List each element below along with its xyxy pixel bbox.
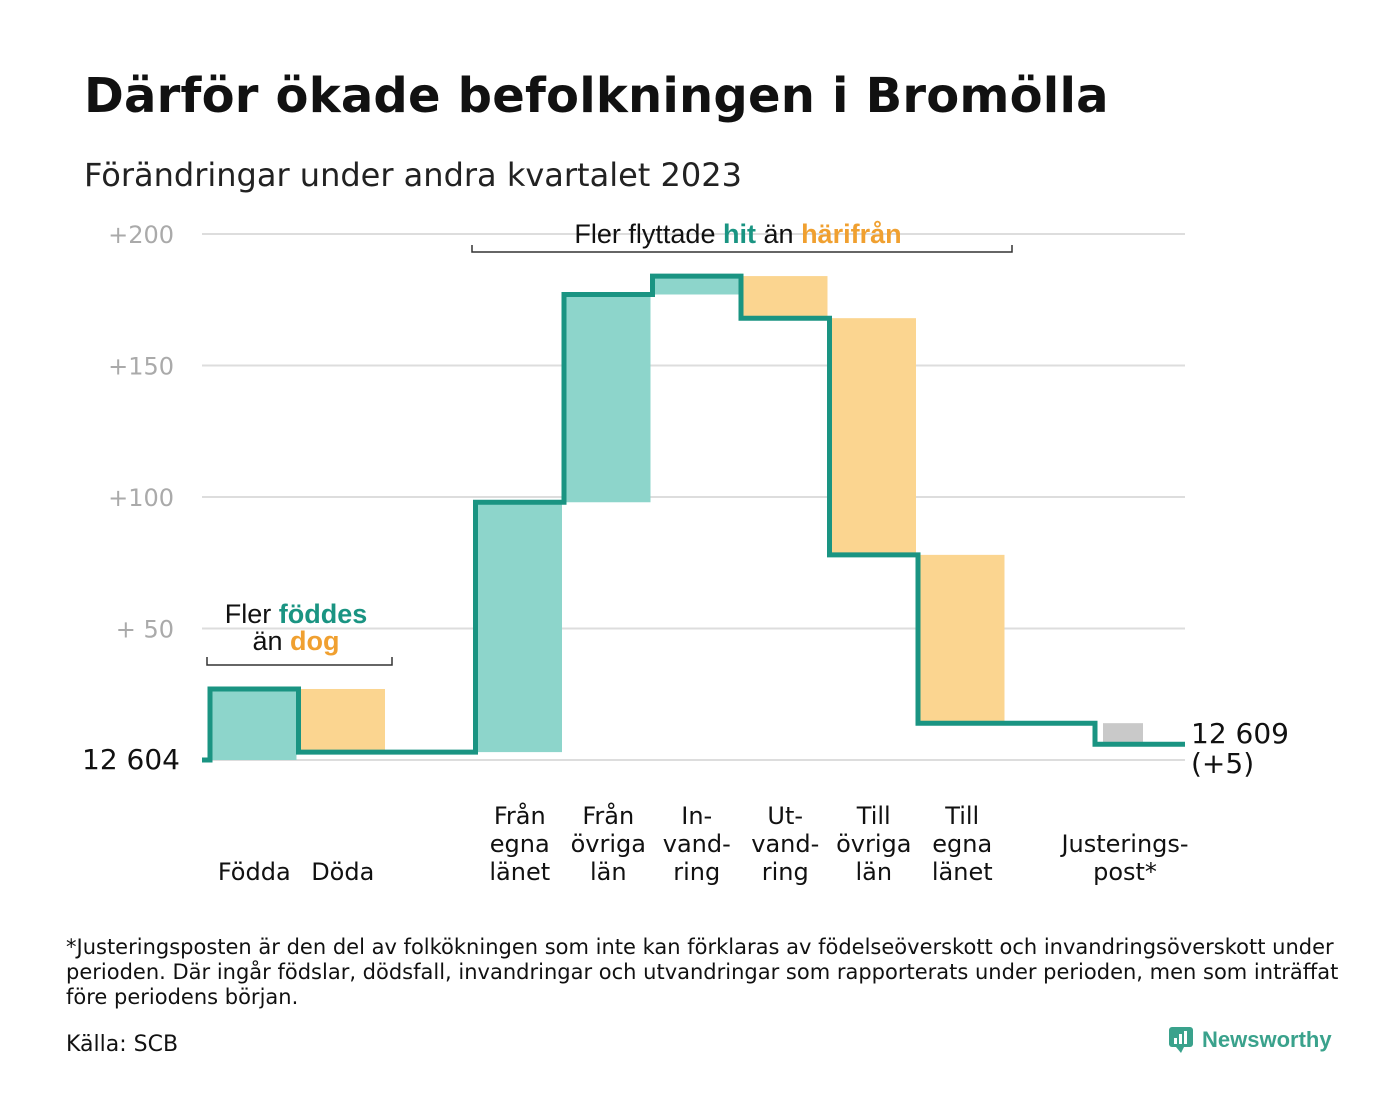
brand-logo: Newsworthy (1168, 1026, 1332, 1054)
category-label: vand- (663, 830, 731, 858)
category-label: Till (856, 802, 891, 830)
category-label: egna (932, 830, 992, 858)
bar (475, 502, 562, 753)
grid-lines (202, 233, 1185, 761)
end-value-label: 12 609 (1191, 717, 1289, 750)
y-tick-label: +200 (108, 221, 174, 249)
y-tick-label: +150 (108, 353, 174, 381)
category-label: länet (489, 858, 550, 886)
category-label: övriga (571, 830, 646, 858)
annotation-births: Fler föddes än dog (206, 599, 393, 666)
category-label: post* (1093, 858, 1157, 886)
bar (741, 276, 828, 319)
category-label: övriga (836, 830, 911, 858)
annotation-births-line1: Fler föddes (225, 599, 368, 629)
category-label: ring (673, 858, 720, 886)
annotation-migration-bracket (471, 245, 1013, 253)
category-label: Från (494, 801, 546, 830)
brand-name: Newsworthy (1202, 1027, 1332, 1052)
waterfall-chart: +200+150+100+ 50 Födda DödaFrånegnalänetF… (82, 219, 1289, 886)
y-tick-label: +100 (108, 484, 174, 512)
bar (564, 294, 651, 503)
y-tick-label: + 50 (116, 616, 174, 644)
category-label: vand- (751, 830, 819, 858)
end-change-label: (+5) (1191, 747, 1254, 780)
category-label: län (590, 858, 627, 886)
source-label: Källa: SCB (66, 1032, 179, 1057)
category-label: länet (932, 858, 993, 886)
category-label: Döda (311, 858, 374, 886)
bar (918, 554, 1005, 724)
category-label: Ut- (767, 802, 803, 830)
category-label: Till (944, 802, 979, 830)
chart-title: Därför ökade befolkningen i Bromölla (84, 68, 1109, 124)
step-line-path (202, 273, 1185, 763)
category-label: egna (490, 830, 550, 858)
bar (298, 688, 385, 753)
category-label: Födda (218, 858, 291, 886)
y-axis-ticks: +200 +150 +100 + 50 (108, 221, 174, 644)
step-line (202, 273, 1185, 763)
category-label: län (855, 858, 892, 886)
category-label: ring (762, 858, 809, 886)
category-label: Justerings- (1059, 830, 1188, 858)
category-label: Från (582, 801, 634, 830)
annotation-migration: Fler flyttade hit än härifrån (471, 219, 1013, 253)
bars (210, 276, 1143, 760)
bar (829, 318, 916, 555)
footnote: *Justeringsposten är den del av folkökni… (66, 935, 1339, 1009)
chart-subtitle: Förändringar under andra kvartalet 2023 (84, 156, 742, 194)
category-label: In- (681, 802, 712, 830)
bar (210, 688, 297, 760)
annotation-births-bracket (206, 657, 393, 666)
start-value-label: 12 604 (82, 743, 180, 776)
category-labels: Födda DödaFrånegnalänetFrånövrigalänIn-va… (218, 801, 1189, 886)
newsworthy-icon (1169, 1027, 1193, 1053)
annotation-migration-line: Fler flyttade hit än härifrån (574, 219, 901, 249)
bar (1103, 723, 1143, 745)
annotation-births-line2: än dog (252, 626, 339, 656)
bar (652, 276, 739, 295)
